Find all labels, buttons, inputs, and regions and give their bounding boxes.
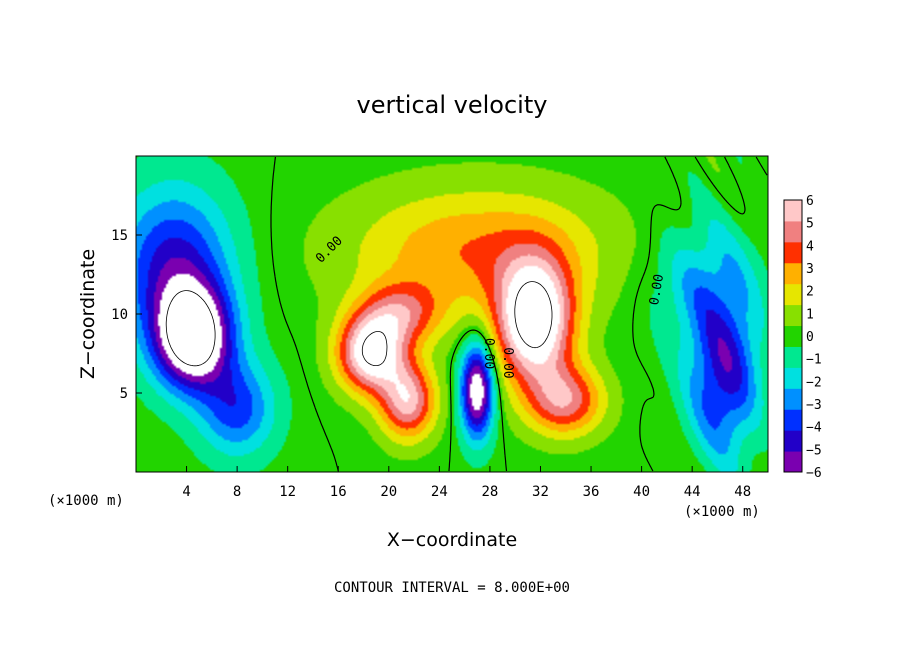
y-tick-label-0: 5 (120, 386, 128, 402)
x-tick-label-11: 48 (734, 484, 751, 500)
colorbar-tick-8: −2 (806, 375, 822, 390)
x-unit-right: (×1000 m) (684, 504, 760, 520)
colorbar-swatch-9 (784, 262, 802, 285)
x-tick-label-5: 24 (431, 484, 448, 500)
colorbar-swatch-6 (784, 325, 802, 347)
x-axis-ticks: 4 8 12 16 20 24 28 32 36 40 44 48 (182, 466, 751, 500)
colorbar-swatch-2 (784, 409, 802, 431)
colorbar-tick-7: −1 (806, 353, 822, 368)
colorbar-swatch-3 (784, 388, 802, 410)
y-tick-label-2: 15 (111, 228, 128, 244)
x-tick-label-1: 8 (233, 484, 241, 500)
colorbar-tick-2: 4 (806, 239, 814, 254)
colorbar-swatch-7 (784, 304, 802, 327)
y-axis-label: Z−coordinate (77, 249, 99, 379)
plot-area: 0.000.000.000.00 (135, 155, 769, 473)
colorbar-swatch-8 (784, 283, 802, 306)
colorbar-tick-1: 5 (806, 217, 814, 232)
contour-label-3: 0.00 (481, 338, 496, 369)
x-tick-label-8: 36 (583, 484, 600, 500)
colorbar-tick-0: 6 (806, 194, 814, 209)
colorbar-tick-11: −5 (806, 443, 822, 458)
x-unit-left: (×1000 m) (48, 493, 124, 509)
colorbar-tick-5: 1 (806, 307, 814, 322)
x-tick-label-9: 40 (633, 484, 650, 500)
contour-interval-text: CONTOUR INTERVAL = 8.000E+00 (334, 580, 570, 596)
colorbar-tick-10: −4 (806, 421, 822, 436)
x-tick-label-3: 16 (330, 484, 347, 500)
x-tick-label-4: 20 (380, 484, 397, 500)
colorbar-frame (783, 199, 803, 473)
positive-contour-line (361, 281, 553, 366)
colorbar-swatch-12 (784, 200, 802, 222)
colorbar-tick-9: −3 (806, 398, 822, 413)
chart-title: vertical velocity (357, 91, 548, 119)
colorbar-swatch-0 (784, 451, 802, 473)
zero-contour-line (270, 156, 768, 472)
colorbar-swatch-5 (784, 346, 802, 368)
x-tick-label-6: 28 (481, 484, 498, 500)
colorbar-tick-4: 2 (806, 285, 814, 300)
zero-contours: 0.000.000.000.00 (165, 156, 768, 472)
velocity-field (136, 156, 768, 472)
colorbar-tick-12: −6 (806, 466, 822, 481)
x-tick-label-7: 32 (532, 484, 549, 500)
x-tick-label-10: 44 (684, 484, 701, 500)
x-tick-label-2: 12 (279, 484, 296, 500)
colorbar-swatch-1 (784, 430, 802, 452)
y-tick-label-1: 10 (111, 307, 128, 323)
x-axis-label: X−coordinate (387, 529, 517, 551)
colorbar-swatch-10 (784, 241, 802, 264)
colorbar-swatch-11 (784, 220, 802, 243)
x-tick-label-0: 4 (182, 484, 190, 500)
negative-contour-line (165, 290, 216, 367)
colorbar: 6 5 4 3 2 1 0 −1 −2 −3 −4 −5 −6 (783, 194, 822, 481)
contour-label-1: 0.00 (500, 347, 515, 378)
y-axis-ticks: 5 10 15 (111, 228, 142, 402)
contour-label-2: 0.00 (647, 273, 667, 306)
colorbar-swatch-4 (784, 367, 802, 389)
colorbar-tick-3: 3 (806, 262, 814, 277)
colorbar-tick-6: 0 (806, 330, 814, 345)
